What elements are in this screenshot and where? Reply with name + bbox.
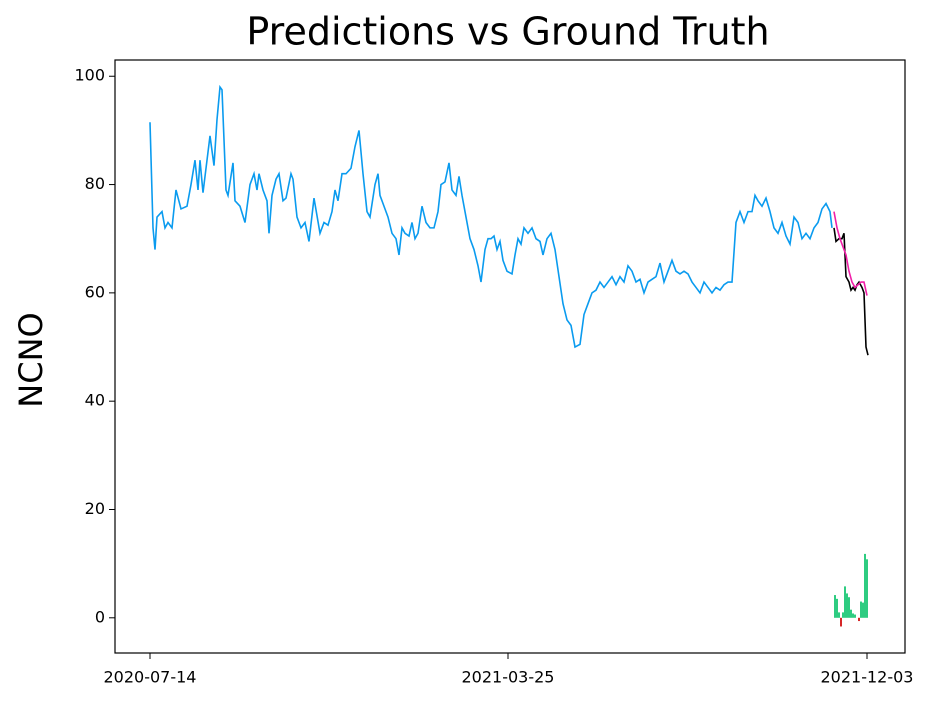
bar	[840, 617, 842, 627]
y-tick-label: 80	[85, 174, 105, 193]
y-tick-label: 60	[85, 282, 105, 301]
line	[833, 227, 869, 356]
bar	[844, 586, 846, 618]
line	[833, 211, 868, 296]
chart-title: Predictions vs Ground Truth	[246, 10, 769, 54]
plot-frame	[114, 59, 906, 654]
bar	[862, 602, 864, 618]
bar	[850, 609, 852, 618]
y-axis-label: NCNO	[12, 312, 50, 407]
y-tick-label: 0	[95, 607, 105, 626]
x-tick-label: 2021-12-03	[821, 668, 914, 687]
bar	[854, 614, 856, 618]
y-tick-label: 100	[74, 66, 105, 85]
bar	[838, 612, 840, 618]
bar	[834, 595, 836, 618]
bar	[852, 613, 854, 618]
bar	[860, 601, 862, 618]
x-tick-label: 2020-07-14	[104, 668, 197, 687]
line	[149, 84, 833, 349]
y-tick-label: 20	[85, 499, 105, 518]
bar	[866, 559, 868, 618]
bar	[858, 617, 860, 622]
bar	[848, 597, 850, 618]
bar	[842, 612, 844, 618]
bar	[864, 553, 866, 618]
bar	[836, 598, 838, 618]
y-tick-label: 40	[85, 391, 105, 410]
x-tick-label: 2021-03-25	[462, 668, 555, 687]
bar	[846, 593, 848, 618]
